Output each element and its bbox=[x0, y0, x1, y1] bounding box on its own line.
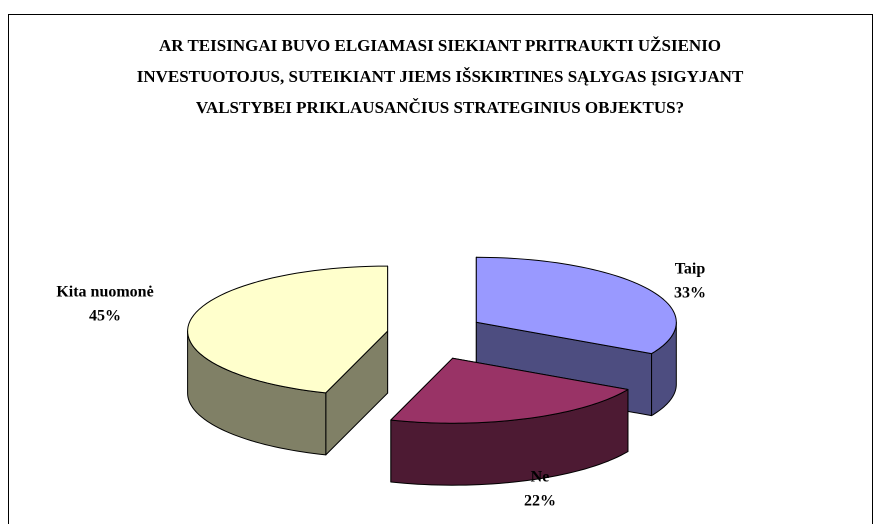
slice-value-label: 22% bbox=[524, 493, 556, 510]
pie-slice-top bbox=[475, 256, 677, 355]
pie-slice bbox=[390, 357, 629, 486]
pie-slice bbox=[187, 265, 389, 456]
slice-label: Ne bbox=[531, 469, 550, 486]
slice-value-label: 45% bbox=[89, 308, 121, 325]
chart-title: AR TEISINGAI BUVO ELGIAMASI SIEKIANT PRI… bbox=[137, 36, 744, 117]
pie-slice-top bbox=[390, 357, 629, 424]
slice-label: Kita nuomonė bbox=[56, 284, 153, 301]
pie-slice-top bbox=[187, 265, 389, 394]
slice-label: Taip bbox=[675, 261, 706, 278]
slice-value-label: 33% bbox=[674, 285, 706, 302]
